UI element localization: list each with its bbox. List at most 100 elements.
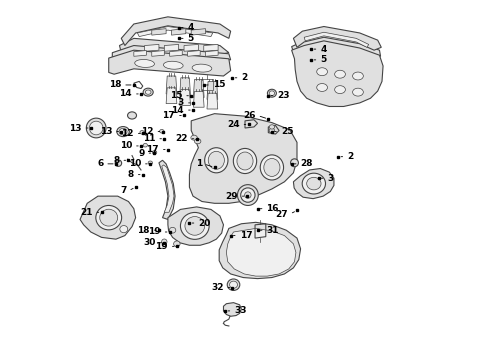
Polygon shape (294, 168, 334, 199)
Text: 8: 8 (113, 156, 120, 165)
Ellipse shape (353, 88, 364, 96)
Polygon shape (180, 78, 191, 96)
Polygon shape (120, 39, 229, 54)
Polygon shape (191, 29, 205, 35)
Ellipse shape (120, 226, 128, 233)
Text: 11: 11 (143, 134, 155, 143)
Text: 8: 8 (127, 170, 134, 179)
Text: 14: 14 (172, 105, 184, 114)
Text: 15: 15 (170, 91, 182, 100)
Polygon shape (245, 120, 258, 128)
Text: 30: 30 (143, 238, 155, 247)
Ellipse shape (192, 64, 212, 72)
Ellipse shape (291, 159, 298, 167)
Text: 24: 24 (227, 120, 240, 129)
Text: 15: 15 (213, 81, 225, 90)
Polygon shape (223, 303, 242, 316)
Ellipse shape (115, 160, 122, 166)
Polygon shape (137, 27, 213, 37)
Ellipse shape (143, 88, 153, 96)
Polygon shape (159, 160, 175, 220)
Ellipse shape (208, 151, 224, 169)
Text: 1: 1 (196, 159, 202, 168)
Text: 18: 18 (138, 226, 150, 235)
Ellipse shape (302, 173, 325, 194)
Polygon shape (226, 228, 296, 276)
Ellipse shape (241, 188, 255, 202)
Ellipse shape (180, 212, 209, 239)
Ellipse shape (152, 150, 157, 154)
Ellipse shape (119, 129, 127, 135)
Text: 22: 22 (175, 134, 188, 143)
Polygon shape (80, 196, 136, 239)
Text: 27: 27 (275, 210, 288, 219)
Text: 16: 16 (267, 204, 279, 213)
Polygon shape (194, 80, 204, 98)
Polygon shape (188, 50, 200, 56)
Polygon shape (152, 29, 166, 35)
Text: 6: 6 (97, 159, 103, 168)
Ellipse shape (264, 158, 280, 176)
Polygon shape (166, 88, 177, 104)
Text: 17: 17 (147, 145, 159, 154)
Polygon shape (219, 222, 300, 279)
Text: 26: 26 (243, 111, 256, 120)
Text: 2: 2 (242, 73, 247, 82)
Ellipse shape (195, 139, 201, 144)
Polygon shape (204, 44, 218, 51)
Text: 17: 17 (163, 111, 175, 120)
Text: 29: 29 (225, 192, 238, 201)
Ellipse shape (335, 86, 345, 94)
Ellipse shape (89, 121, 103, 135)
Text: 18: 18 (109, 81, 122, 90)
Polygon shape (207, 93, 218, 109)
Polygon shape (145, 44, 159, 51)
Ellipse shape (170, 227, 176, 233)
Text: 23: 23 (277, 91, 290, 100)
Ellipse shape (135, 59, 154, 67)
Ellipse shape (162, 239, 167, 244)
Polygon shape (170, 50, 182, 56)
Ellipse shape (160, 130, 164, 133)
Text: 3: 3 (178, 98, 184, 107)
Text: 7: 7 (120, 186, 126, 195)
Ellipse shape (127, 112, 137, 119)
Ellipse shape (335, 70, 345, 78)
Ellipse shape (143, 143, 147, 147)
Polygon shape (304, 32, 368, 47)
Polygon shape (112, 45, 231, 60)
Polygon shape (190, 114, 297, 203)
Polygon shape (152, 50, 164, 56)
Ellipse shape (317, 68, 327, 76)
Text: 25: 25 (281, 127, 294, 136)
Text: 19: 19 (155, 242, 168, 251)
Text: 19: 19 (148, 228, 161, 237)
Text: 14: 14 (120, 89, 132, 98)
Polygon shape (164, 44, 179, 51)
Ellipse shape (86, 118, 106, 138)
Ellipse shape (148, 161, 152, 165)
Ellipse shape (269, 129, 274, 133)
Text: 17: 17 (240, 231, 252, 240)
Text: 13: 13 (69, 123, 82, 132)
Ellipse shape (227, 279, 240, 291)
Ellipse shape (317, 84, 327, 91)
Text: 5: 5 (188, 34, 194, 43)
Ellipse shape (238, 185, 258, 206)
Text: 4: 4 (188, 23, 194, 32)
Polygon shape (180, 90, 191, 105)
Polygon shape (172, 29, 186, 35)
Ellipse shape (230, 281, 238, 288)
Polygon shape (269, 126, 279, 134)
Polygon shape (109, 50, 231, 76)
Text: 3: 3 (327, 174, 334, 183)
Ellipse shape (96, 206, 122, 230)
Ellipse shape (307, 177, 321, 190)
Ellipse shape (185, 217, 205, 235)
Ellipse shape (191, 135, 197, 140)
Ellipse shape (260, 155, 284, 180)
Ellipse shape (173, 241, 180, 247)
Ellipse shape (140, 131, 144, 134)
Text: 20: 20 (198, 219, 211, 228)
Ellipse shape (353, 72, 364, 80)
